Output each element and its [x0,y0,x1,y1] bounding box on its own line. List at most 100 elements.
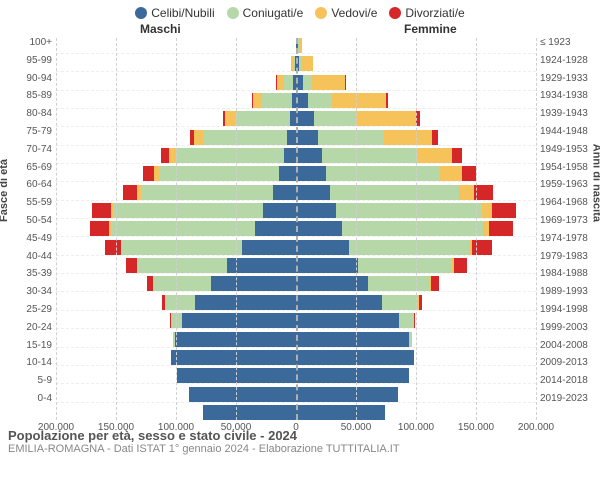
bar-segment-male [193,130,204,145]
bar-segment-male [224,111,236,126]
year-label: 1924-1928 [540,56,600,66]
bar-segment-female [296,276,369,291]
age-label: 85-89 [0,91,52,101]
grid-line [416,38,417,420]
bar-segment-female [431,276,439,291]
grid-line [236,38,237,420]
chart-area: Fasce di età Anni di nascita Maschi Femm… [0,22,600,422]
bar-segment-male [254,221,297,236]
legend-swatch [135,7,147,19]
legend-label: Vedovi/e [331,6,377,20]
legend-item: Celibi/Nubili [135,6,214,20]
bar-segment-male [283,148,297,163]
bar-segment-female [308,93,333,108]
bar-segment-male [181,313,297,328]
bar-segment-female [296,295,383,310]
header-female: Femmine [404,22,457,36]
bar-segment-male [261,93,292,108]
bar-segment-female [432,130,439,145]
bar-segment-female [358,258,453,273]
x-tick-label: 200.000 [518,422,554,433]
bar-segment-female [489,221,514,236]
center-axis-line [296,38,298,420]
bar-segment-male [169,313,171,328]
bar-segment-female [356,111,417,126]
header-male: Maschi [140,22,181,36]
bar-segment-male [262,203,297,218]
year-label: 1934-1938 [540,91,600,101]
year-label: 1949-1953 [540,145,600,155]
bar-segment-female [382,295,419,310]
age-label: 5-9 [0,376,52,386]
legend-swatch [389,7,401,19]
bar-segment-female [296,148,323,163]
year-label: 1974-1978 [540,234,600,244]
age-label: 35-39 [0,269,52,279]
bar-segment-female [412,332,413,347]
x-tick-label: 100.000 [158,422,194,433]
bar-segment-female [322,148,419,163]
chart-subtitle: EMILIA-ROMAGNA - Dati ISTAT 1° gennaio 2… [8,443,592,455]
bar-segment-female [384,130,433,145]
bar-segment-female [440,166,463,181]
year-label: 1989-1993 [540,287,600,297]
legend-item: Coniugati/e [227,6,304,20]
bar-segment-female [459,185,474,200]
bar-segment-female [368,276,431,291]
bar-segment-female [386,93,389,108]
grid-line [536,38,537,420]
legend-label: Celibi/Nubili [151,6,214,20]
age-label: 70-74 [0,145,52,155]
age-label: 0-4 [0,394,52,404]
bar-segment-male [91,203,111,218]
bar-segment-male [125,258,137,273]
bar-segment-female [399,313,414,328]
year-label: 1979-1983 [540,252,600,262]
year-label: 1994-1998 [540,305,600,315]
chart-legend: Celibi/Nubili Coniugati/e Vedovi/e Divorzia… [0,0,600,22]
bar-segment-female [296,313,400,328]
bar-segment-male [104,240,121,255]
age-label: 95-99 [0,56,52,66]
bar-segment-male [146,276,153,291]
bar-segment-female [313,56,314,71]
year-label: 1999-2003 [540,323,600,333]
bar-segment-female [296,405,386,420]
x-tick-label: 150.000 [98,422,134,433]
bar-segment-male [194,295,297,310]
year-label: 1959-1963 [540,180,600,190]
bar-segment-male [161,295,165,310]
bar-segment-female [312,75,347,90]
age-label: 60-64 [0,180,52,190]
age-label: 50-54 [0,216,52,226]
grid-line [116,38,117,420]
bar-segment-male [140,185,273,200]
bar-segment-female [330,185,461,200]
legend-item: Divorziati/e [389,6,464,20]
bar-segment-female [296,258,359,273]
grid-line [476,38,477,420]
bar-segment-female [296,387,399,402]
age-label: 80-84 [0,109,52,119]
bar-segment-male [142,166,154,181]
grid-line [356,38,357,420]
bar-segment-male [152,276,211,291]
year-label: 2009-2013 [540,358,600,368]
bar-segment-male [189,130,194,145]
bar-segment-male [89,221,109,236]
gender-headers: Maschi Femmine [0,22,600,38]
bar-segment-female [492,203,517,218]
bar-segment-male [188,387,297,402]
bar-segment-female [336,203,483,218]
bar-segment-male [170,350,171,365]
bar-segment-female [414,350,415,365]
bar-segment-male [168,148,176,163]
bar-segment-male [160,148,168,163]
bar-segment-male [202,130,287,145]
x-axis-ticks: 200.000150.000100.00050.000050.000100.00… [56,422,536,438]
bar-segment-male [122,185,137,200]
age-label: 55-59 [0,198,52,208]
bar-segment-female [296,111,315,126]
bar-segment-male [175,148,284,163]
bar-segment-female [296,332,410,347]
